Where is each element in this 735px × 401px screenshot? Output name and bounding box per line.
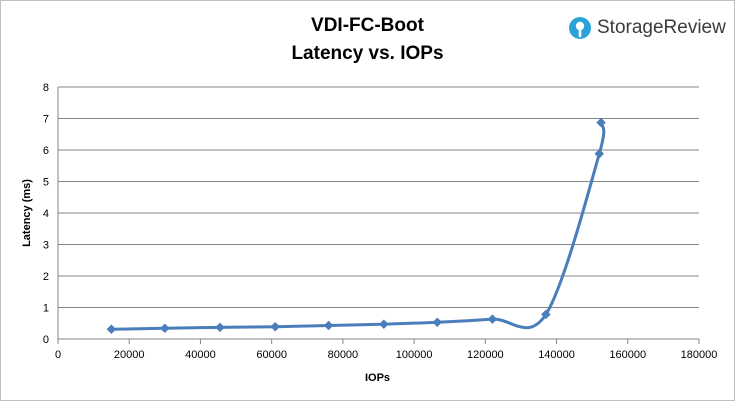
y-tick-label: 5: [43, 177, 49, 189]
x-tick-label: 160000: [609, 349, 646, 361]
data-point-marker: [487, 314, 498, 325]
data-point-marker: [596, 117, 606, 128]
x-tick-label: 120000: [467, 349, 504, 361]
data-point-marker: [270, 321, 281, 332]
data-point-marker: [106, 324, 117, 335]
data-point-marker: [541, 309, 551, 320]
x-tick-label: 180000: [681, 349, 718, 361]
data-point-marker: [378, 319, 389, 330]
series-line: [111, 122, 606, 331]
storagereview-logo-icon: [569, 17, 591, 39]
data-markers: [106, 117, 606, 335]
data-point-marker: [323, 320, 334, 331]
axes: [57, 87, 700, 344]
y-tick-labels: 0 1 2 3 4 5 6 7 8: [43, 82, 49, 346]
x-tick-label: 80000: [328, 349, 359, 361]
x-tick-label: 20000: [114, 349, 145, 361]
y-tick-label: 2: [43, 271, 49, 283]
x-axis-title: IOPs: [365, 372, 390, 384]
y-tick-label: 6: [43, 145, 49, 157]
storagereview-logo: StorageReview: [568, 16, 726, 40]
x-tick-label: 0: [55, 349, 61, 361]
gridlines: [58, 86, 699, 308]
y-tick-label: 3: [43, 240, 49, 252]
x-tick-label: 140000: [538, 349, 575, 361]
y-tick-label: 4: [43, 208, 49, 220]
data-point-marker: [159, 323, 170, 334]
y-tick-label: 7: [43, 114, 49, 126]
y-tick-label: 8: [43, 82, 49, 94]
data-point-marker: [215, 322, 225, 333]
x-tick-label: 100000: [396, 349, 433, 361]
x-tick-label: 60000: [256, 349, 287, 361]
y-tick-label: 0: [43, 334, 49, 346]
y-tick-label: 1: [43, 303, 49, 315]
data-point-marker: [594, 148, 605, 159]
x-tick-label: 40000: [185, 349, 216, 361]
y-axis-title: Latency (ms): [21, 179, 33, 247]
data-point-marker: [432, 317, 443, 328]
x-tick-labels: 0 20000 40000 60000 80000 100000 120000 140000 1…: [55, 349, 717, 361]
brand-name: StorageReview: [597, 17, 726, 38]
chart-title: VDI-FC-Boot: [311, 15, 424, 36]
chart-subtitle: Latency vs. IOPs: [291, 43, 444, 64]
